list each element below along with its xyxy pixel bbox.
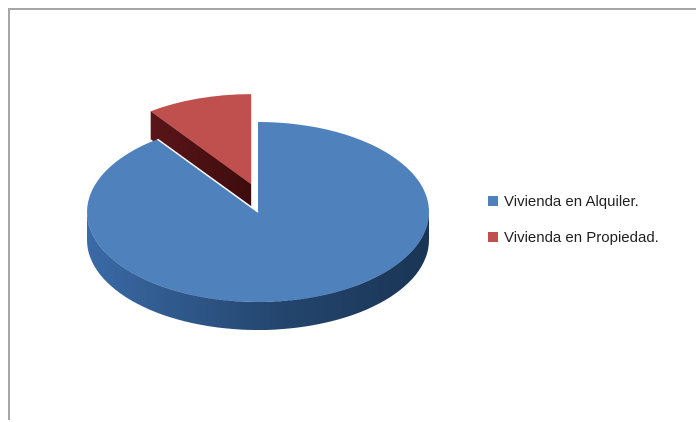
- legend-label-propiedad: Vivienda en Propiedad.: [504, 228, 659, 246]
- legend-item-propiedad: Vivienda en Propiedad.: [488, 226, 659, 248]
- slice-side-alquiler: [87, 212, 429, 330]
- legend-label-alquiler: Vivienda en Alquiler.: [504, 192, 639, 210]
- slice-cut-alquiler: [157, 138, 259, 213]
- slice-wall-propiedad: [150, 111, 252, 213]
- legend-swatch-alquiler: [488, 196, 498, 206]
- legend-item-alquiler: Vivienda en Alquiler.: [488, 190, 659, 212]
- chart-legend: Vivienda en Alquiler. Vivienda en Propie…: [488, 190, 659, 262]
- slice-alquiler: [87, 122, 430, 302]
- slice-propiedad: [150, 94, 252, 185]
- legend-swatch-propiedad: [488, 232, 498, 242]
